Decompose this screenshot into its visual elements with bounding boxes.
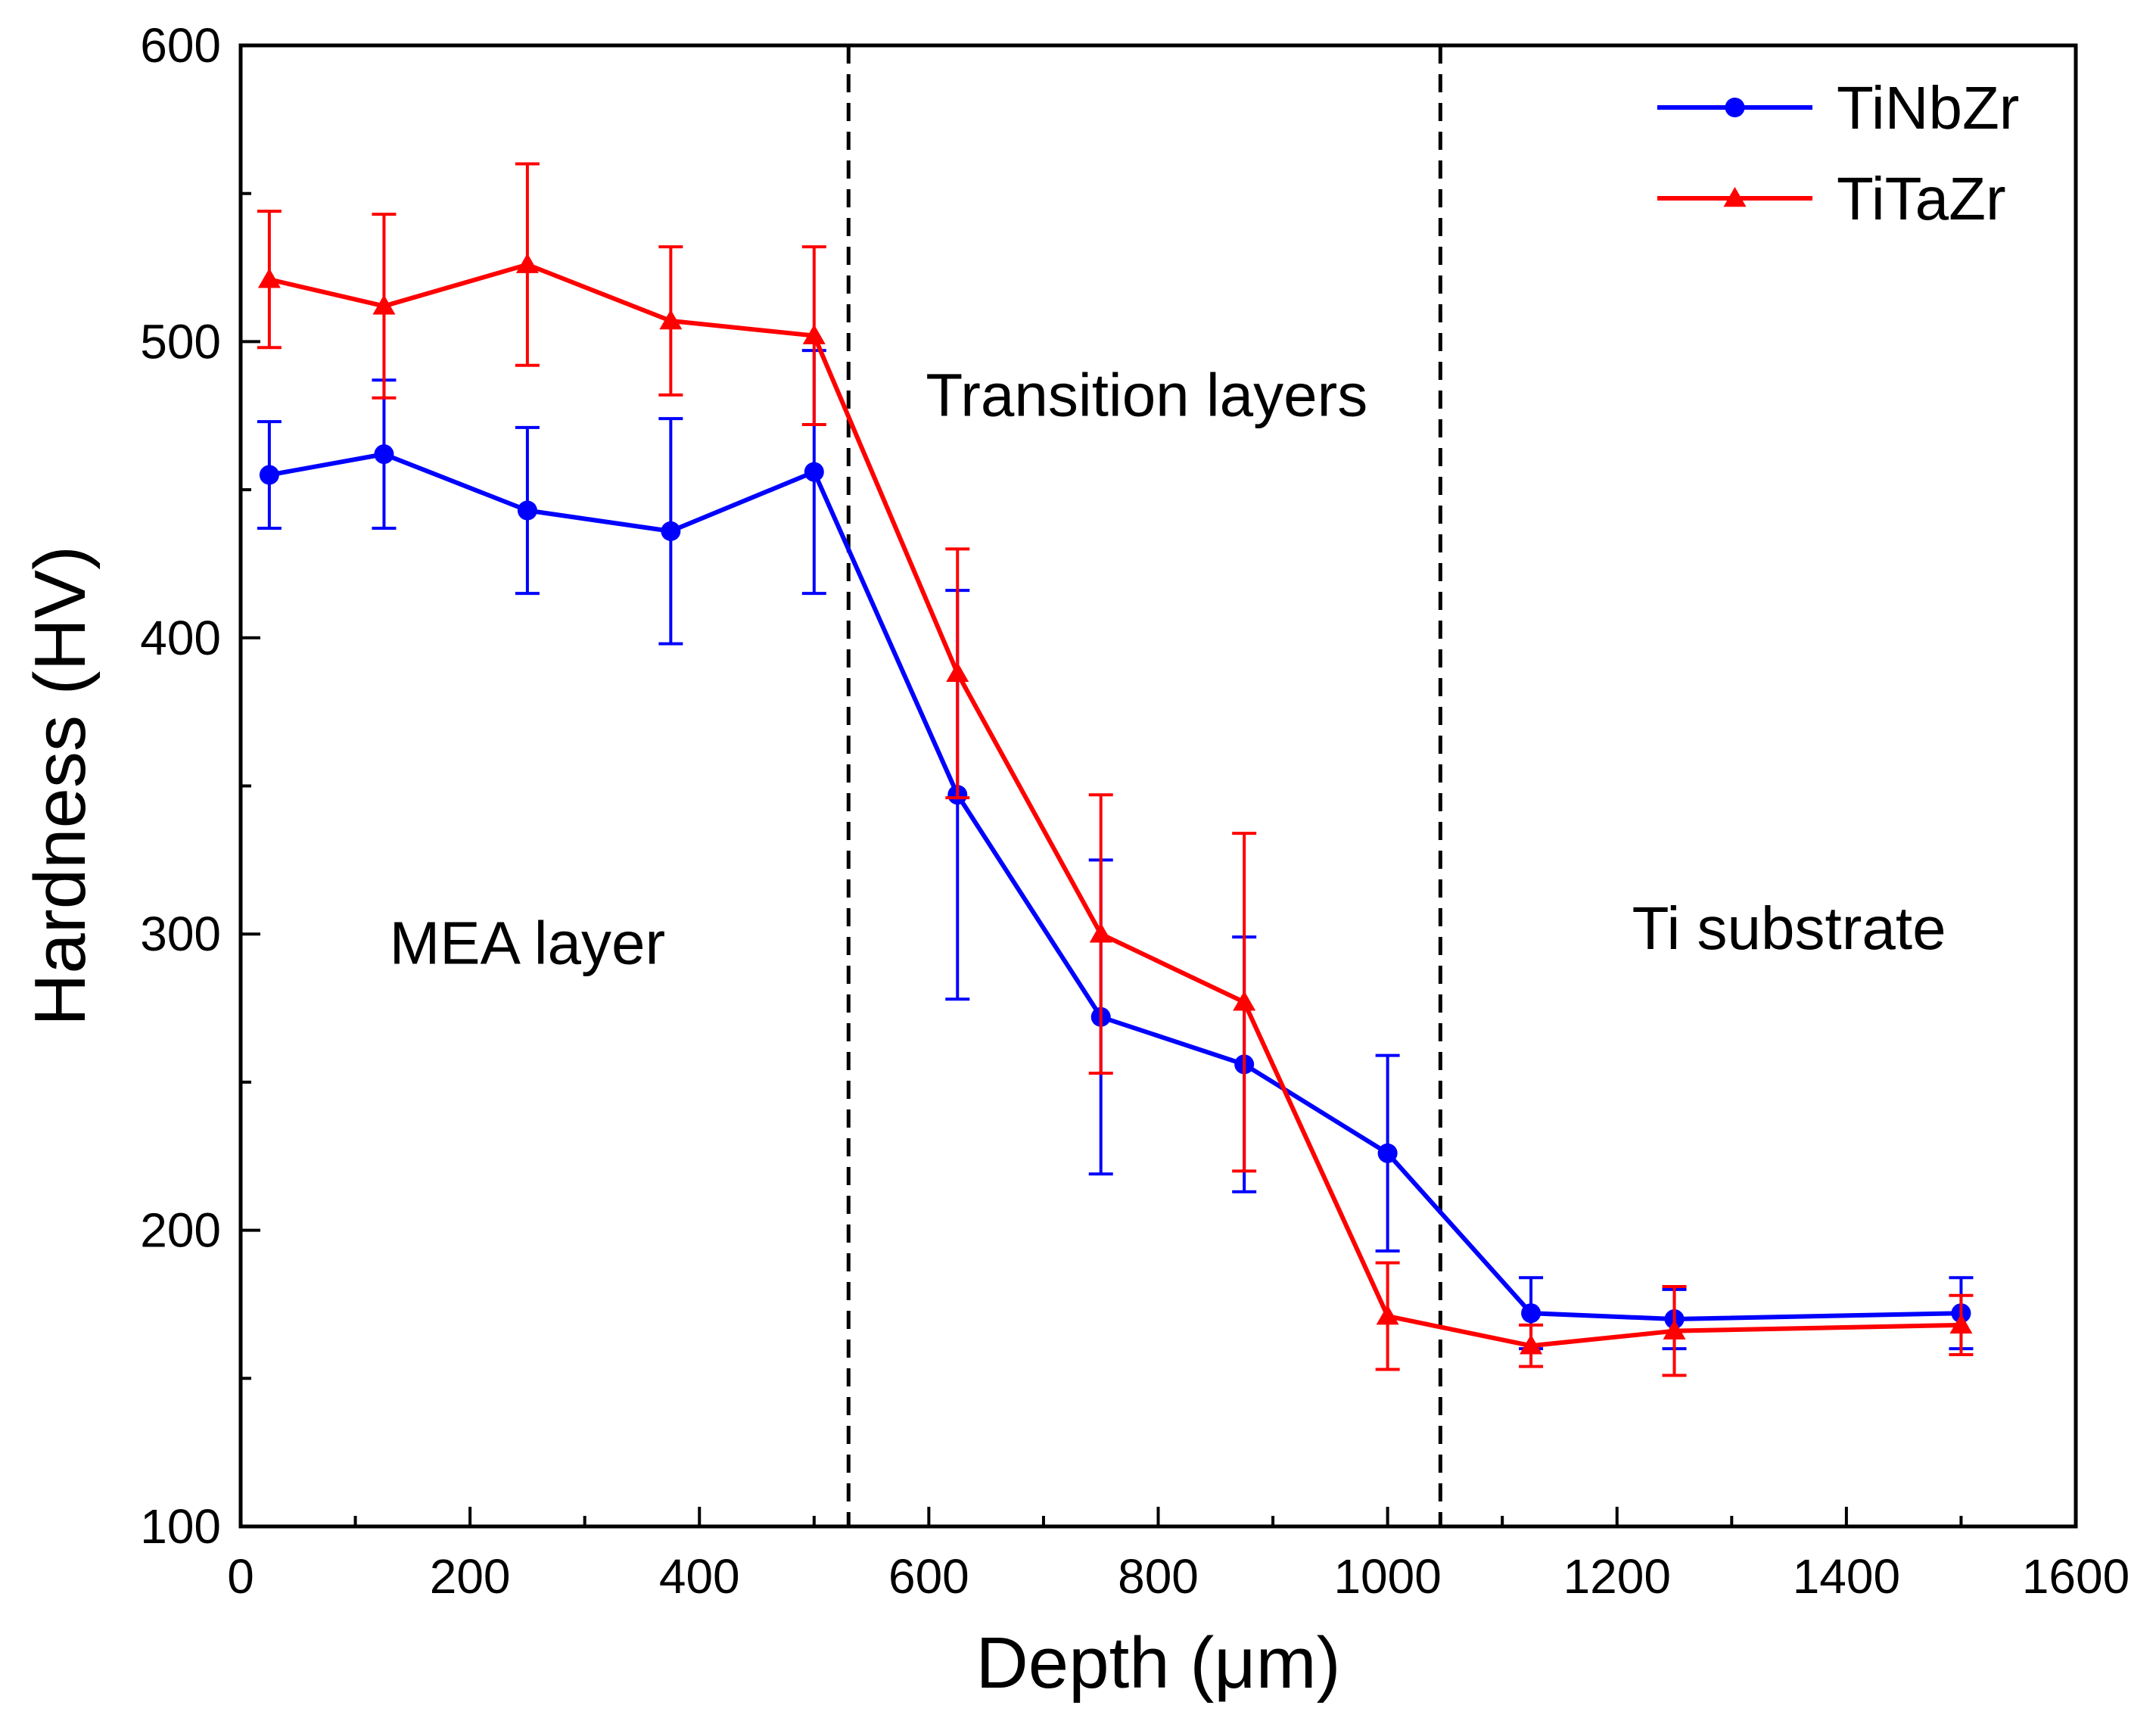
titazr-point: [946, 661, 969, 683]
y-tick-label: 500: [140, 314, 221, 369]
tinbzr-series-line: [269, 452, 1962, 1322]
tinbzr-legend-label: TiNbZr: [1837, 74, 2019, 142]
tinbzr-point: [1377, 1143, 1398, 1163]
x-tick-label: 1400: [1793, 1549, 1900, 1604]
titazr-point: [1520, 1334, 1543, 1355]
titazr-point: [1089, 923, 1112, 943]
region-label: Transition layers: [926, 361, 1367, 428]
x-tick-label: 1600: [2022, 1549, 2130, 1604]
titazr-point: [372, 294, 396, 315]
titazr-point: [1376, 1305, 1399, 1325]
titazr-point: [1233, 991, 1256, 1011]
x-tick-label: 600: [888, 1549, 969, 1604]
x-tick-label: 1200: [1563, 1549, 1671, 1604]
tinbzr-point: [1521, 1303, 1542, 1324]
y-tick-label: 100: [140, 1499, 221, 1554]
plot-frame: [238, 43, 2078, 1529]
x-tick-label: 400: [659, 1549, 740, 1604]
y-tick-label: 400: [140, 611, 221, 665]
titazr-legend-label: TiTaZr: [1837, 165, 2006, 232]
y-tick-label: 300: [140, 907, 221, 961]
titazr-point: [1663, 1319, 1686, 1340]
region-label: Ti substrate: [1632, 895, 1946, 962]
titazr-point: [257, 268, 281, 288]
x-tick-label: 800: [1118, 1549, 1199, 1604]
plot-layer: 0 200 400 600 800 1000 1200 1400 1600 100 200 300 40…: [20, 18, 2130, 1704]
titazr-point: [802, 324, 826, 344]
y-tick-label: 600: [140, 18, 221, 73]
titazr-series-line: [269, 262, 1962, 1349]
tinbzr-point: [661, 521, 681, 541]
titazr-legend-marker: [1723, 187, 1747, 207]
x-tick-label: 0: [227, 1549, 254, 1604]
tinbzr-point: [517, 500, 537, 521]
tinbzr-legend-marker: [1725, 98, 1745, 117]
x-tick-label: 1000: [1333, 1549, 1441, 1604]
tinbzr-point: [374, 444, 394, 465]
x-axis-title: Depth (μm): [975, 1623, 1340, 1704]
tinbzr-point: [804, 462, 824, 482]
titazr-point: [1949, 1313, 1973, 1334]
titazr-point: [659, 310, 683, 330]
tinbzr-point: [259, 465, 279, 485]
y-tick-label: 200: [140, 1203, 221, 1258]
x-tick-label: 200: [430, 1549, 511, 1604]
titazr-point: [515, 253, 539, 273]
region-label: MEA layer: [390, 909, 666, 976]
y-axis-title: Hardness (HV): [20, 546, 101, 1026]
